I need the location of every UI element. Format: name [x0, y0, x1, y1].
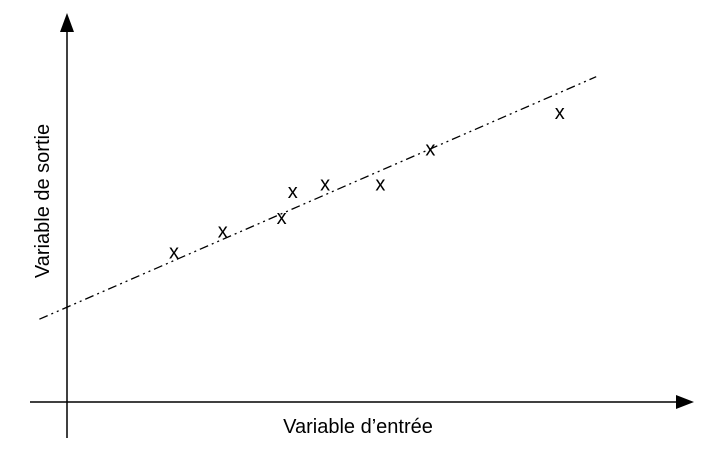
data-point: x	[218, 221, 228, 243]
data-point: x	[425, 139, 435, 161]
data-point: x	[169, 242, 179, 264]
y-axis-label: Variable de sortie	[32, 124, 54, 278]
x-axis-label: Variable d’entrée	[283, 416, 433, 438]
data-point: x	[375, 174, 385, 196]
data-point: x	[288, 181, 298, 203]
data-point: x	[555, 102, 565, 124]
trend-line	[39, 76, 597, 320]
data-point: x	[277, 207, 287, 229]
data-point: x	[320, 174, 330, 196]
y-axis-arrow	[60, 13, 74, 32]
x-axis-arrow	[676, 395, 694, 409]
